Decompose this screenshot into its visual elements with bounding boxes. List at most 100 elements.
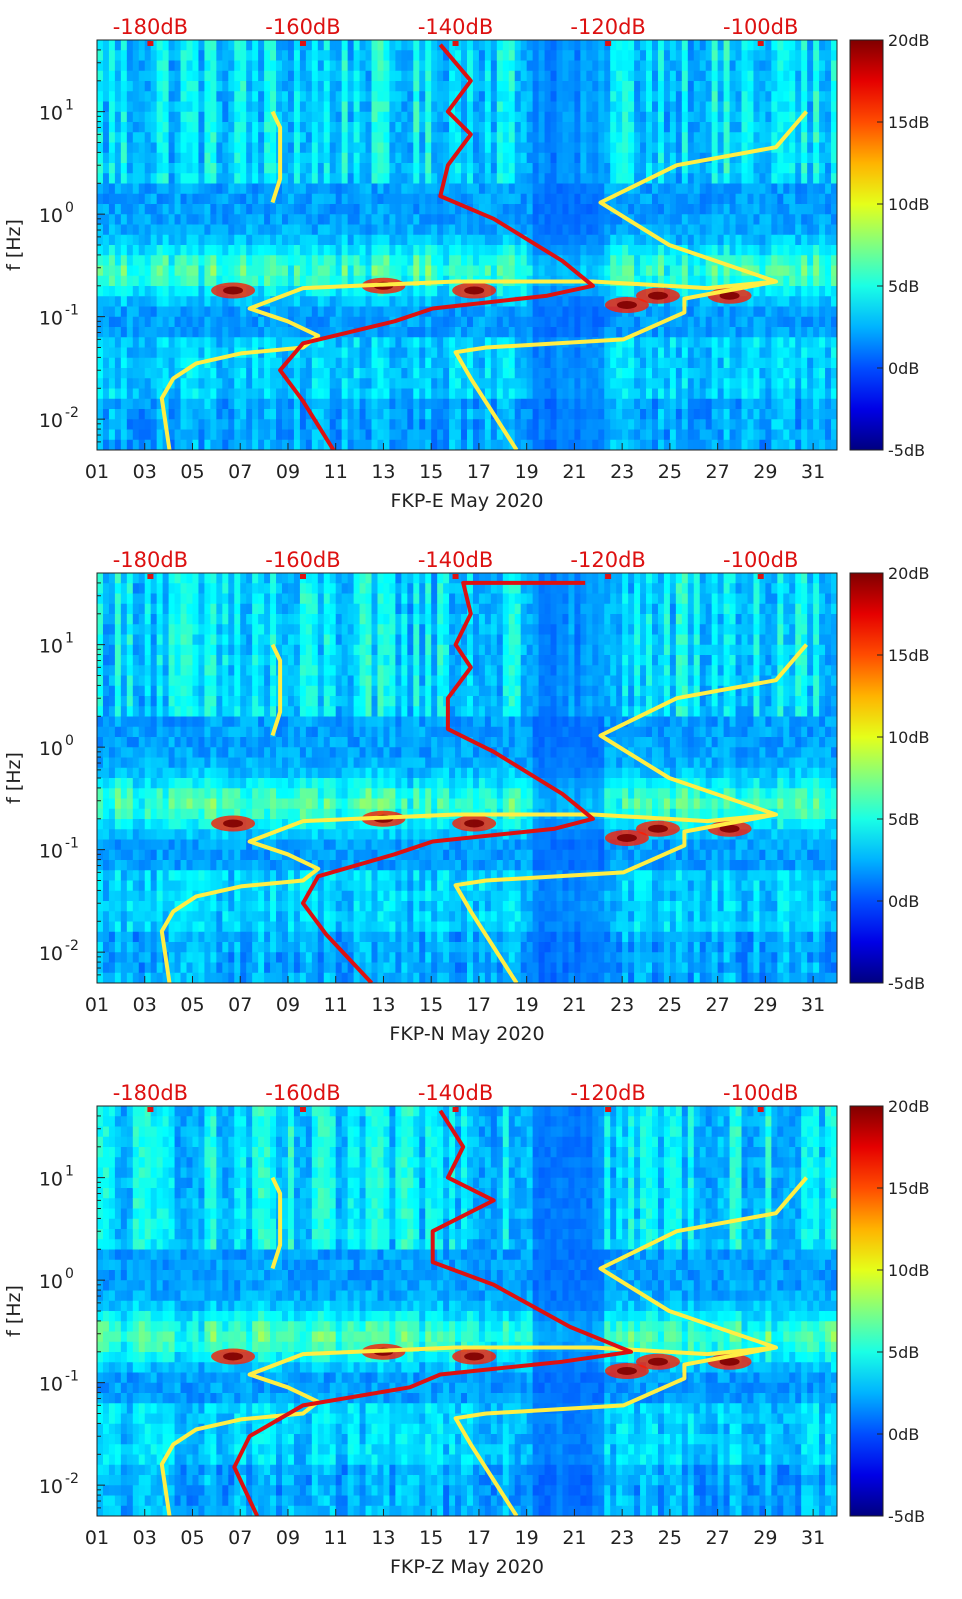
top-db-tick bbox=[605, 41, 612, 46]
x-tick-label: 09 bbox=[276, 994, 300, 1016]
yellow-noise-model-low bbox=[159, 1345, 777, 1516]
red-median-psd-curve bbox=[301, 580, 595, 983]
y-tick-exponent: 0 bbox=[65, 1266, 74, 1282]
x-tick-label: 11 bbox=[324, 994, 348, 1016]
colorbar-tick-label: 5dB bbox=[888, 277, 919, 296]
x-tick-label: 15 bbox=[419, 994, 443, 1016]
x-tick-label: 25 bbox=[658, 994, 682, 1016]
x-tick-label: 01 bbox=[85, 994, 109, 1016]
y-tick-label: 10 bbox=[39, 636, 63, 658]
x-tick-label: 29 bbox=[753, 994, 777, 1016]
x-tick-label: 01 bbox=[85, 461, 109, 483]
top-db-label: -160dB bbox=[265, 1081, 340, 1105]
colorbar-tick-label: 15dB bbox=[888, 646, 930, 665]
x-tick-label: 29 bbox=[753, 1527, 777, 1549]
colorbar-tick-label: -5dB bbox=[888, 1507, 925, 1526]
red-median-psd-curve bbox=[232, 1109, 633, 1516]
colorbar-tick-label: 20dB bbox=[888, 564, 930, 583]
y-tick-exponent: -1 bbox=[65, 836, 79, 852]
y-tick-label: 10 bbox=[39, 308, 63, 330]
top-db-tick bbox=[299, 41, 306, 46]
yellow-noise-model-high bbox=[453, 110, 809, 450]
x-tick-label: 11 bbox=[324, 461, 348, 483]
yellow-noise-model-high bbox=[453, 643, 809, 983]
x-tick-label: 27 bbox=[706, 461, 730, 483]
x-axis-title: FKP-E May 2020 bbox=[390, 490, 543, 512]
x-tick-label: 17 bbox=[467, 1527, 491, 1549]
colorbar-tick-label: 5dB bbox=[888, 1343, 919, 1362]
x-tick-label: 31 bbox=[801, 1527, 825, 1549]
x-tick-label: 21 bbox=[562, 461, 586, 483]
colorbar-tick-label: 10dB bbox=[888, 195, 930, 214]
colorbar-tick-label: 0dB bbox=[888, 359, 919, 378]
x-tick-label: 23 bbox=[610, 1527, 634, 1549]
x-tick-label: 13 bbox=[371, 1527, 395, 1549]
y-tick-label: 10 bbox=[39, 1476, 63, 1498]
red-median-psd-curve bbox=[278, 43, 595, 450]
top-db-tick bbox=[452, 574, 459, 579]
x-tick-label: 25 bbox=[658, 461, 682, 483]
x-tick-label: 05 bbox=[180, 461, 204, 483]
x-tick-label: 09 bbox=[276, 1527, 300, 1549]
top-db-tick bbox=[757, 1107, 764, 1112]
yellow-noise-model-low bbox=[159, 279, 777, 450]
yellow-noise-model-high bbox=[453, 1176, 809, 1516]
colorbar-tick-label: 5dB bbox=[888, 810, 919, 829]
x-tick-label: 17 bbox=[467, 461, 491, 483]
x-tick-label: 15 bbox=[419, 1527, 443, 1549]
x-tick-label: 21 bbox=[562, 1527, 586, 1549]
y-tick-exponent: 1 bbox=[65, 631, 74, 647]
colorbar-tick-label: 0dB bbox=[888, 1425, 919, 1444]
top-db-label: -120dB bbox=[570, 1081, 645, 1105]
y-tick-exponent: 1 bbox=[65, 1164, 74, 1180]
y-tick-label: 10 bbox=[39, 1169, 63, 1191]
y-tick-exponent: -1 bbox=[65, 1369, 79, 1385]
top-db-label: -140dB bbox=[418, 15, 493, 39]
top-db-tick bbox=[452, 41, 459, 46]
x-tick-label: 15 bbox=[419, 461, 443, 483]
colorbar-tick-label: -5dB bbox=[888, 974, 925, 993]
x-tick-label: 03 bbox=[133, 461, 157, 483]
y-tick-label: 10 bbox=[39, 841, 63, 863]
x-tick-label: 05 bbox=[180, 1527, 204, 1549]
top-db-tick bbox=[147, 574, 154, 579]
x-tick-label: 19 bbox=[515, 994, 539, 1016]
y-tick-label: 10 bbox=[39, 410, 63, 432]
x-axis-title: FKP-Z May 2020 bbox=[390, 1556, 544, 1578]
y-tick-label: 10 bbox=[39, 205, 63, 227]
y-tick-label: 10 bbox=[39, 738, 63, 760]
x-tick-label: 09 bbox=[276, 461, 300, 483]
top-db-label: -120dB bbox=[570, 548, 645, 572]
spectrogram-texture bbox=[97, 1106, 837, 1516]
colorbar-tick-label: 10dB bbox=[888, 728, 930, 747]
y-axis-title: f [Hz] bbox=[3, 1285, 25, 1337]
y-tick-exponent: 1 bbox=[65, 98, 74, 114]
x-tick-label: 11 bbox=[324, 1527, 348, 1549]
x-tick-label: 19 bbox=[515, 1527, 539, 1549]
x-tick-label: 13 bbox=[371, 461, 395, 483]
top-db-label: -100dB bbox=[723, 15, 798, 39]
top-db-tick bbox=[299, 1107, 306, 1112]
spectrogram-texture bbox=[97, 40, 837, 450]
spectrogram-panel-n: 01 03 05 07 09 11 13 15 17 19 21 23 25 27 29 31 FKP-N Ma… bbox=[0, 533, 962, 1066]
top-db-label: -140dB bbox=[418, 1081, 493, 1105]
top-db-label: -140dB bbox=[418, 548, 493, 572]
colorbar-tick-label: 15dB bbox=[888, 113, 930, 132]
top-db-tick bbox=[147, 41, 154, 46]
top-db-label: -180dB bbox=[113, 1081, 188, 1105]
top-db-label: -120dB bbox=[570, 15, 645, 39]
x-tick-label: 23 bbox=[610, 461, 634, 483]
y-tick-exponent: -1 bbox=[65, 303, 79, 319]
colorbar bbox=[849, 39, 884, 451]
y-tick-label: 10 bbox=[39, 1271, 63, 1293]
spectrogram-panel-e: 01 03 05 07 09 11 13 15 17 19 21 23 25 27 29 31 FKP-E Ma… bbox=[0, 0, 962, 533]
colorbar-tick-label: 15dB bbox=[888, 1179, 930, 1198]
x-tick-label: 03 bbox=[133, 1527, 157, 1549]
x-tick-label: 07 bbox=[228, 461, 252, 483]
x-axis-title: FKP-N May 2020 bbox=[389, 1023, 544, 1045]
y-tick-label: 10 bbox=[39, 103, 63, 125]
colorbar-tick-label: 20dB bbox=[888, 31, 930, 50]
x-tick-label: 13 bbox=[371, 994, 395, 1016]
